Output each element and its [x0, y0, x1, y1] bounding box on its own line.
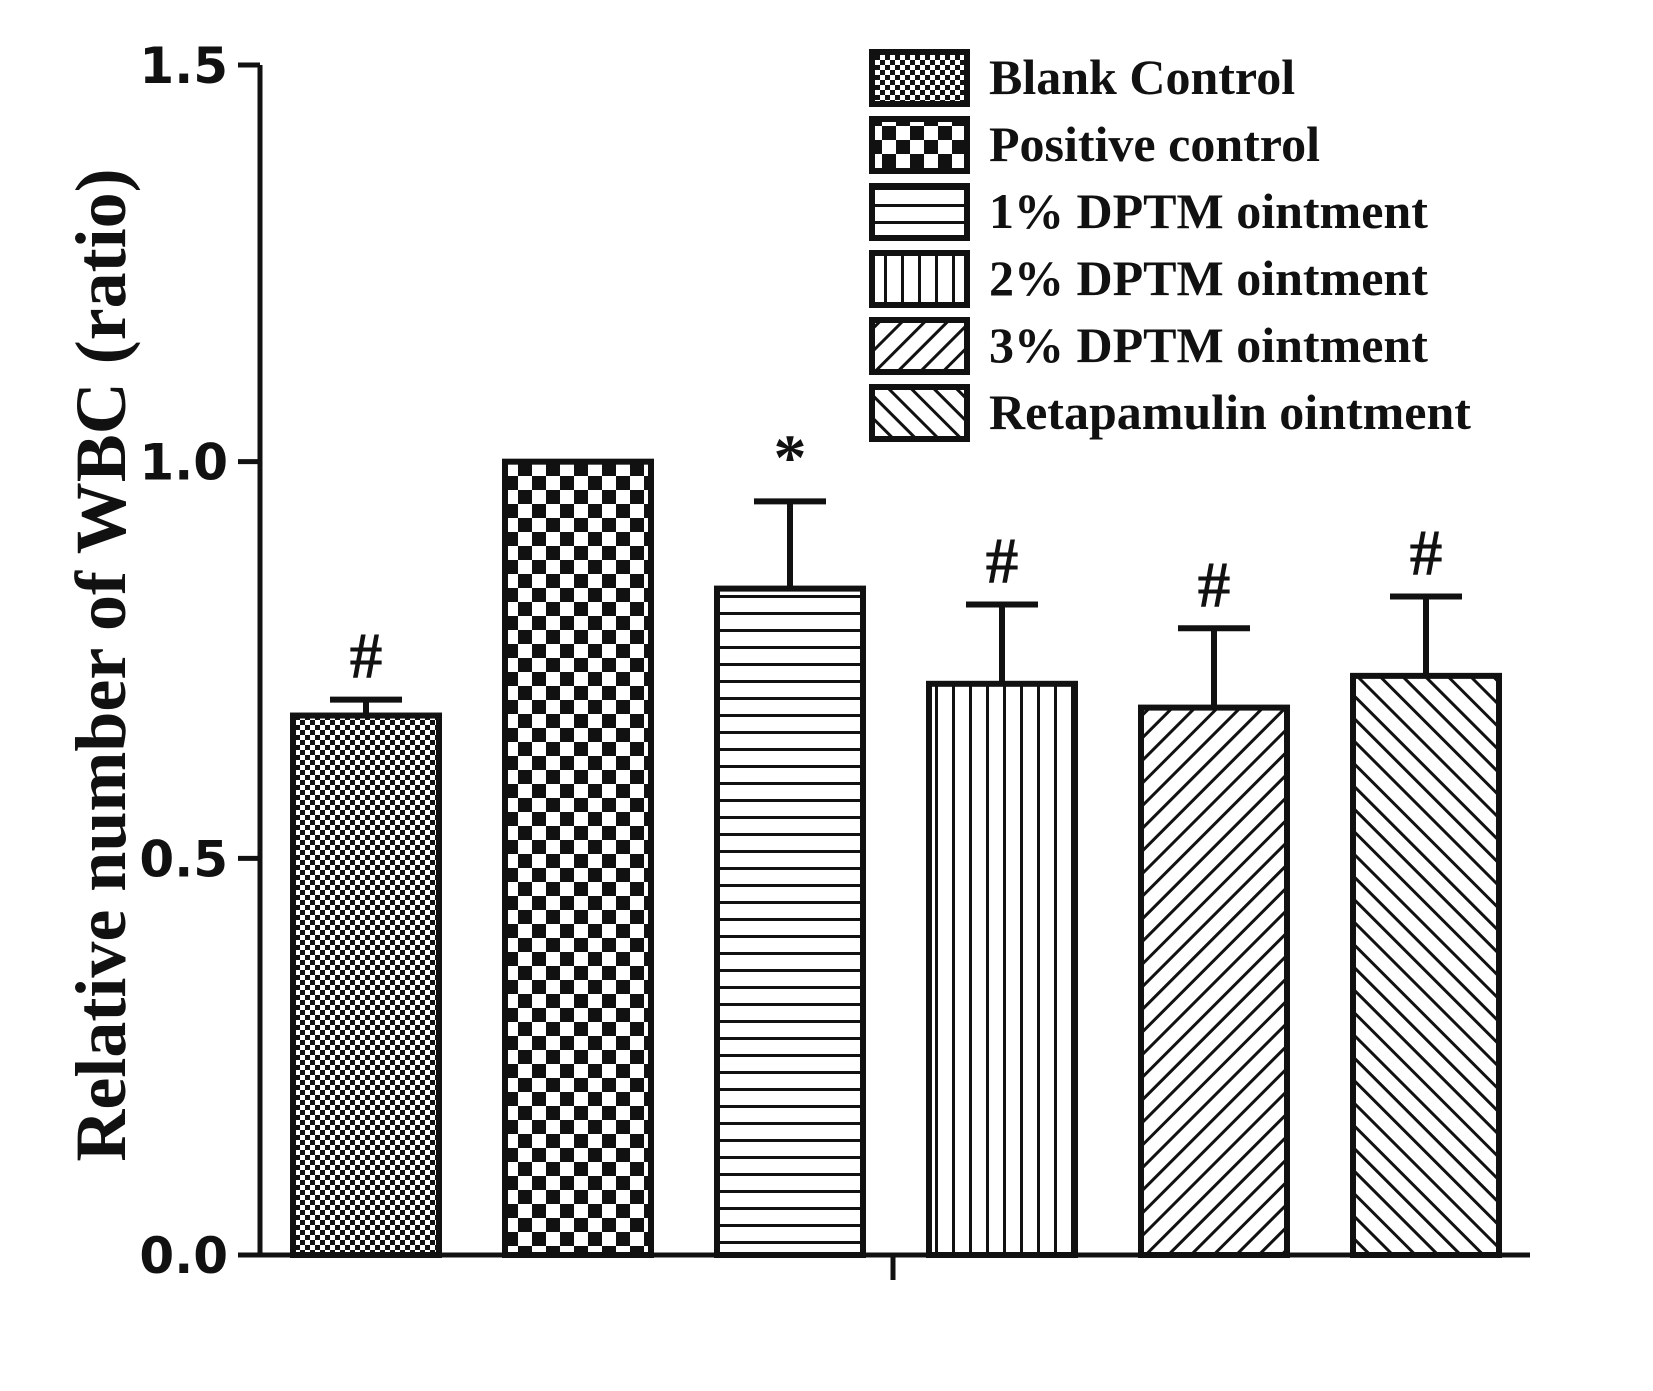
legend-item: 1% DPTM ointment: [869, 183, 1428, 241]
bar: [1350, 672, 1502, 1258]
legend-item: 2% DPTM ointment: [869, 250, 1428, 308]
bar: [502, 458, 654, 1258]
legend-swatch: [869, 49, 970, 107]
bar-group: *: [714, 421, 866, 1258]
legend-swatch: [869, 317, 970, 375]
y-tick-label: 0.0: [139, 1227, 228, 1285]
significance-marker: #: [1410, 517, 1443, 590]
y-axis-title: Relative number of WBC (ratio): [61, 168, 141, 1161]
bar-group: #: [1138, 548, 1290, 1258]
y-tick-label: 1.0: [139, 434, 228, 492]
legend-label: 3% DPTM ointment: [989, 317, 1428, 373]
y-axis: 0.0 0.5 1.0 1.5: [139, 37, 263, 1285]
y-tick-label: 1.5: [139, 37, 228, 95]
legend-swatch: [869, 250, 970, 308]
y-tick-label: 0.5: [139, 830, 228, 888]
legend: Blank Control Positive control 1% DPTM oin…: [869, 49, 1471, 442]
legend-swatch: [869, 384, 970, 442]
legend-swatch: [869, 183, 970, 241]
bars-group: # * # # #: [290, 421, 1502, 1258]
bar-group: #: [290, 620, 442, 1258]
x-axis: [258, 1252, 1530, 1280]
legend-item: 3% DPTM ointment: [869, 317, 1428, 375]
legend-item: Positive control: [869, 116, 1320, 174]
bar-group: [502, 458, 654, 1258]
significance-marker: *: [774, 421, 807, 494]
bar: [926, 680, 1078, 1258]
significance-marker: #: [350, 620, 383, 693]
legend-item: Blank Control: [869, 49, 1295, 107]
significance-marker: #: [1198, 548, 1231, 621]
legend-label: 2% DPTM ointment: [989, 250, 1428, 306]
legend-label: Blank Control: [989, 49, 1295, 105]
legend-label: 1% DPTM ointment: [989, 183, 1428, 239]
legend-swatch: [869, 116, 970, 174]
legend-label: Positive control: [989, 116, 1320, 172]
legend-label: Retapamulin ointment: [989, 384, 1471, 440]
significance-marker: #: [986, 524, 1019, 597]
bar-group: #: [926, 524, 1078, 1258]
bar: [290, 712, 442, 1258]
legend-item: Retapamulin ointment: [869, 384, 1471, 442]
bar: [714, 585, 866, 1258]
bar: [1138, 704, 1290, 1258]
bar-group: #: [1350, 517, 1502, 1258]
